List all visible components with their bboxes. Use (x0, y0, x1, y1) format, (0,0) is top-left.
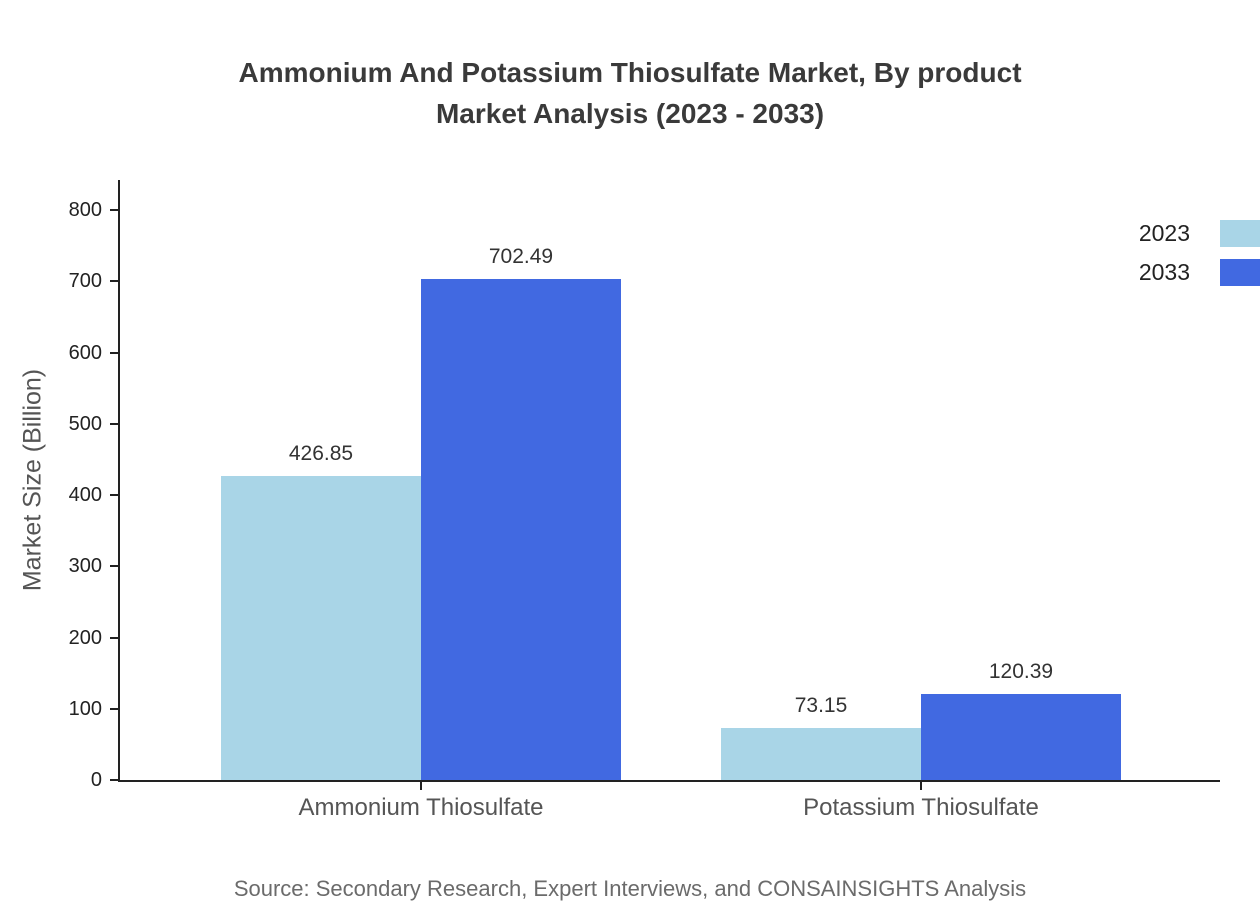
y-tick-label: 0 (90, 769, 102, 791)
bar-2023-2 (721, 728, 921, 780)
bar-value-label: 426.85 (288, 442, 354, 465)
y-tick-mark (110, 779, 120, 781)
y-tick-mark (110, 209, 120, 211)
x-tick-mark (920, 782, 922, 790)
y-tick-label: 400 (68, 484, 102, 506)
y-tick-mark (110, 565, 120, 568)
y-tick-label: 500 (68, 412, 102, 435)
bar-value-label: 702.49 (488, 245, 554, 268)
x-axis-category-label: Potassium Thiosulfate (803, 794, 1039, 821)
y-tick-label: 800 (68, 199, 102, 221)
y-tick-label: 100 (68, 697, 102, 720)
y-tick-mark (110, 280, 120, 283)
y-tick-label: 200 (68, 626, 102, 649)
legend: 2023 2033 (1139, 220, 1260, 298)
legend-swatch (1220, 220, 1260, 247)
bar-2033-1 (421, 279, 621, 780)
y-tick-mark (110, 707, 120, 710)
legend-label: 2033 (1138, 259, 1190, 285)
y-tick-mark (110, 494, 120, 496)
y-tick-mark (110, 636, 120, 639)
x-axis-category-label: Ammonium Thiosulfate (298, 794, 544, 821)
chart-title-line2: Market Analysis (2023 - 2033) (435, 98, 825, 129)
x-tick-mark (420, 782, 422, 790)
chart-title: Ammonium And Potassium Thiosulfate Marke… (0, 52, 1260, 134)
y-tick-mark (110, 351, 120, 354)
bar-value-label: 73.15 (794, 694, 848, 717)
bar-2023-1 (221, 476, 421, 780)
y-tick-label: 700 (68, 270, 102, 293)
bar-value-label: 120.39 (988, 660, 1054, 683)
legend-item-2023: 2023 (1139, 220, 1260, 247)
y-tick-mark (110, 422, 120, 425)
plot-area: 0 100 200 300 400 500 600 700 800 426.85 702.49 Amm… (69, 180, 1220, 821)
bar-2033-2 (921, 694, 1121, 780)
y-tick-label: 300 (68, 555, 102, 578)
legend-swatch (1220, 259, 1260, 286)
chart-title-line1: Ammonium And Potassium Thiosulfate Marke… (238, 57, 1022, 88)
y-tick-label: 600 (68, 341, 102, 364)
legend-item-2033: 2033 (1139, 259, 1260, 286)
source-note: Source: Secondary Research, Expert Inter… (233, 876, 1027, 901)
legend-label: 2023 (1138, 220, 1190, 246)
